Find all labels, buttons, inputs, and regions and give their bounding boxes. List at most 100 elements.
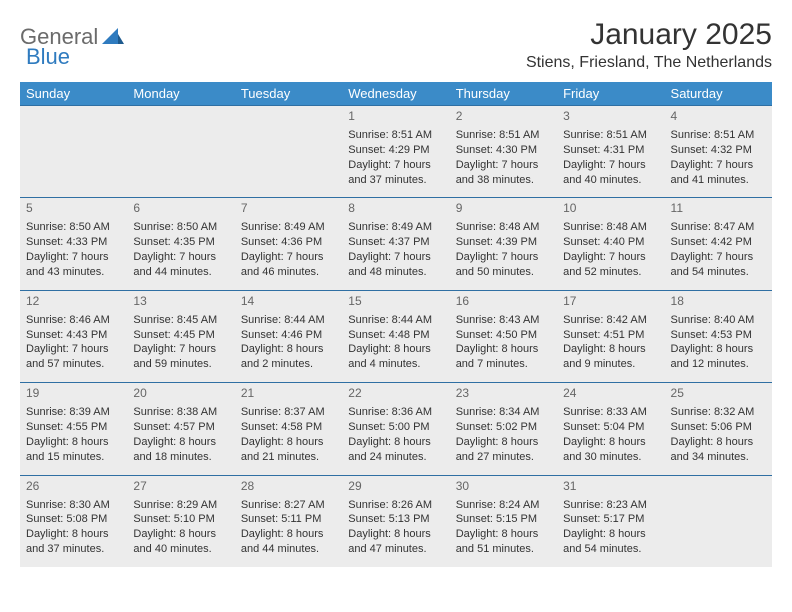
day-number: 7 bbox=[235, 198, 342, 218]
day-details: Sunrise: 8:49 AMSunset: 4:36 PMDaylight:… bbox=[235, 218, 342, 289]
day-cell: 24Sunrise: 8:33 AMSunset: 5:04 PMDayligh… bbox=[557, 383, 664, 475]
day-number: 1 bbox=[342, 106, 449, 126]
day-cell: . bbox=[665, 475, 772, 567]
day-details: Sunrise: 8:44 AMSunset: 4:46 PMDaylight:… bbox=[235, 311, 342, 382]
day-cell: 22Sunrise: 8:36 AMSunset: 5:00 PMDayligh… bbox=[342, 383, 449, 475]
day-details: Sunrise: 8:51 AMSunset: 4:30 PMDaylight:… bbox=[450, 126, 557, 197]
day-details: Sunrise: 8:33 AMSunset: 5:04 PMDaylight:… bbox=[557, 403, 664, 474]
brand-text-blue-wrap: Blue bbox=[26, 44, 70, 70]
day-details: Sunrise: 8:49 AMSunset: 4:37 PMDaylight:… bbox=[342, 218, 449, 289]
day-cell: 31Sunrise: 8:23 AMSunset: 5:17 PMDayligh… bbox=[557, 475, 664, 567]
day-cell: . bbox=[20, 106, 127, 198]
day-number: 2 bbox=[450, 106, 557, 126]
day-number: 12 bbox=[20, 291, 127, 311]
day-cell: 20Sunrise: 8:38 AMSunset: 4:57 PMDayligh… bbox=[127, 383, 234, 475]
day-details: Sunrise: 8:45 AMSunset: 4:45 PMDaylight:… bbox=[127, 311, 234, 382]
day-number: 21 bbox=[235, 383, 342, 403]
day-cell: 28Sunrise: 8:27 AMSunset: 5:11 PMDayligh… bbox=[235, 475, 342, 567]
day-details: Sunrise: 8:51 AMSunset: 4:29 PMDaylight:… bbox=[342, 126, 449, 197]
day-details: Sunrise: 8:47 AMSunset: 4:42 PMDaylight:… bbox=[665, 218, 772, 289]
weekday-header: Wednesday bbox=[342, 82, 449, 106]
calendar-table: SundayMondayTuesdayWednesdayThursdayFrid… bbox=[20, 82, 772, 567]
day-number: 28 bbox=[235, 476, 342, 496]
day-cell: 9Sunrise: 8:48 AMSunset: 4:39 PMDaylight… bbox=[450, 198, 557, 290]
day-number: 11 bbox=[665, 198, 772, 218]
day-cell: 23Sunrise: 8:34 AMSunset: 5:02 PMDayligh… bbox=[450, 383, 557, 475]
day-number: 3 bbox=[557, 106, 664, 126]
day-cell: 13Sunrise: 8:45 AMSunset: 4:45 PMDayligh… bbox=[127, 290, 234, 382]
day-cell: 27Sunrise: 8:29 AMSunset: 5:10 PMDayligh… bbox=[127, 475, 234, 567]
day-cell: 2Sunrise: 8:51 AMSunset: 4:30 PMDaylight… bbox=[450, 106, 557, 198]
day-cell: 17Sunrise: 8:42 AMSunset: 4:51 PMDayligh… bbox=[557, 290, 664, 382]
day-details: Sunrise: 8:48 AMSunset: 4:39 PMDaylight:… bbox=[450, 218, 557, 289]
day-details: Sunrise: 8:40 AMSunset: 4:53 PMDaylight:… bbox=[665, 311, 772, 382]
day-details: Sunrise: 8:37 AMSunset: 4:58 PMDaylight:… bbox=[235, 403, 342, 474]
title-block: January 2025 Stiens, Friesland, The Neth… bbox=[526, 18, 772, 72]
day-details: Sunrise: 8:51 AMSunset: 4:31 PMDaylight:… bbox=[557, 126, 664, 197]
day-number: 14 bbox=[235, 291, 342, 311]
day-details: Sunrise: 8:30 AMSunset: 5:08 PMDaylight:… bbox=[20, 496, 127, 567]
day-details: Sunrise: 8:38 AMSunset: 4:57 PMDaylight:… bbox=[127, 403, 234, 474]
day-number: 26 bbox=[20, 476, 127, 496]
day-number: 25 bbox=[665, 383, 772, 403]
weekday-header: Tuesday bbox=[235, 82, 342, 106]
day-cell: 29Sunrise: 8:26 AMSunset: 5:13 PMDayligh… bbox=[342, 475, 449, 567]
day-details: Sunrise: 8:24 AMSunset: 5:15 PMDaylight:… bbox=[450, 496, 557, 567]
day-number: 27 bbox=[127, 476, 234, 496]
day-details: Sunrise: 8:27 AMSunset: 5:11 PMDaylight:… bbox=[235, 496, 342, 567]
day-details: Sunrise: 8:46 AMSunset: 4:43 PMDaylight:… bbox=[20, 311, 127, 382]
weekday-header: Saturday bbox=[665, 82, 772, 106]
day-cell: 16Sunrise: 8:43 AMSunset: 4:50 PMDayligh… bbox=[450, 290, 557, 382]
day-cell: 3Sunrise: 8:51 AMSunset: 4:31 PMDaylight… bbox=[557, 106, 664, 198]
month-title: January 2025 bbox=[526, 18, 772, 52]
day-number: 24 bbox=[557, 383, 664, 403]
day-cell: 15Sunrise: 8:44 AMSunset: 4:48 PMDayligh… bbox=[342, 290, 449, 382]
day-cell: . bbox=[127, 106, 234, 198]
day-details: Sunrise: 8:23 AMSunset: 5:17 PMDaylight:… bbox=[557, 496, 664, 567]
day-details: Sunrise: 8:42 AMSunset: 4:51 PMDaylight:… bbox=[557, 311, 664, 382]
day-number: 20 bbox=[127, 383, 234, 403]
day-cell: 12Sunrise: 8:46 AMSunset: 4:43 PMDayligh… bbox=[20, 290, 127, 382]
location-subtitle: Stiens, Friesland, The Netherlands bbox=[526, 54, 772, 72]
day-cell: 8Sunrise: 8:49 AMSunset: 4:37 PMDaylight… bbox=[342, 198, 449, 290]
day-number: 9 bbox=[450, 198, 557, 218]
day-details: Sunrise: 8:51 AMSunset: 4:32 PMDaylight:… bbox=[665, 126, 772, 197]
weekday-header: Thursday bbox=[450, 82, 557, 106]
header: General January 2025 Stiens, Friesland, … bbox=[20, 18, 772, 72]
day-number: 31 bbox=[557, 476, 664, 496]
day-cell: 6Sunrise: 8:50 AMSunset: 4:35 PMDaylight… bbox=[127, 198, 234, 290]
day-cell: 26Sunrise: 8:30 AMSunset: 5:08 PMDayligh… bbox=[20, 475, 127, 567]
day-details: Sunrise: 8:36 AMSunset: 5:00 PMDaylight:… bbox=[342, 403, 449, 474]
day-number: 8 bbox=[342, 198, 449, 218]
brand-text-blue: Blue bbox=[26, 44, 70, 69]
day-cell: 1Sunrise: 8:51 AMSunset: 4:29 PMDaylight… bbox=[342, 106, 449, 198]
day-cell: 18Sunrise: 8:40 AMSunset: 4:53 PMDayligh… bbox=[665, 290, 772, 382]
weekday-header: Sunday bbox=[20, 82, 127, 106]
day-number: 4 bbox=[665, 106, 772, 126]
day-cell: 10Sunrise: 8:48 AMSunset: 4:40 PMDayligh… bbox=[557, 198, 664, 290]
day-cell: 19Sunrise: 8:39 AMSunset: 4:55 PMDayligh… bbox=[20, 383, 127, 475]
day-cell: 21Sunrise: 8:37 AMSunset: 4:58 PMDayligh… bbox=[235, 383, 342, 475]
day-details: Sunrise: 8:26 AMSunset: 5:13 PMDaylight:… bbox=[342, 496, 449, 567]
day-number: 5 bbox=[20, 198, 127, 218]
day-details: Sunrise: 8:39 AMSunset: 4:55 PMDaylight:… bbox=[20, 403, 127, 474]
day-cell: 14Sunrise: 8:44 AMSunset: 4:46 PMDayligh… bbox=[235, 290, 342, 382]
day-number: 10 bbox=[557, 198, 664, 218]
day-number: 17 bbox=[557, 291, 664, 311]
day-details: Sunrise: 8:32 AMSunset: 5:06 PMDaylight:… bbox=[665, 403, 772, 474]
day-number: 13 bbox=[127, 291, 234, 311]
day-cell: 30Sunrise: 8:24 AMSunset: 5:15 PMDayligh… bbox=[450, 475, 557, 567]
day-cell: 7Sunrise: 8:49 AMSunset: 4:36 PMDaylight… bbox=[235, 198, 342, 290]
weekday-header: Friday bbox=[557, 82, 664, 106]
day-details: Sunrise: 8:44 AMSunset: 4:48 PMDaylight:… bbox=[342, 311, 449, 382]
day-cell: 4Sunrise: 8:51 AMSunset: 4:32 PMDaylight… bbox=[665, 106, 772, 198]
day-details: Sunrise: 8:29 AMSunset: 5:10 PMDaylight:… bbox=[127, 496, 234, 567]
day-details: Sunrise: 8:43 AMSunset: 4:50 PMDaylight:… bbox=[450, 311, 557, 382]
day-number: 30 bbox=[450, 476, 557, 496]
day-cell: 11Sunrise: 8:47 AMSunset: 4:42 PMDayligh… bbox=[665, 198, 772, 290]
day-number: 18 bbox=[665, 291, 772, 311]
day-cell: 25Sunrise: 8:32 AMSunset: 5:06 PMDayligh… bbox=[665, 383, 772, 475]
day-details: Sunrise: 8:50 AMSunset: 4:33 PMDaylight:… bbox=[20, 218, 127, 289]
day-number: 19 bbox=[20, 383, 127, 403]
calendar-header-row: SundayMondayTuesdayWednesdayThursdayFrid… bbox=[20, 82, 772, 106]
